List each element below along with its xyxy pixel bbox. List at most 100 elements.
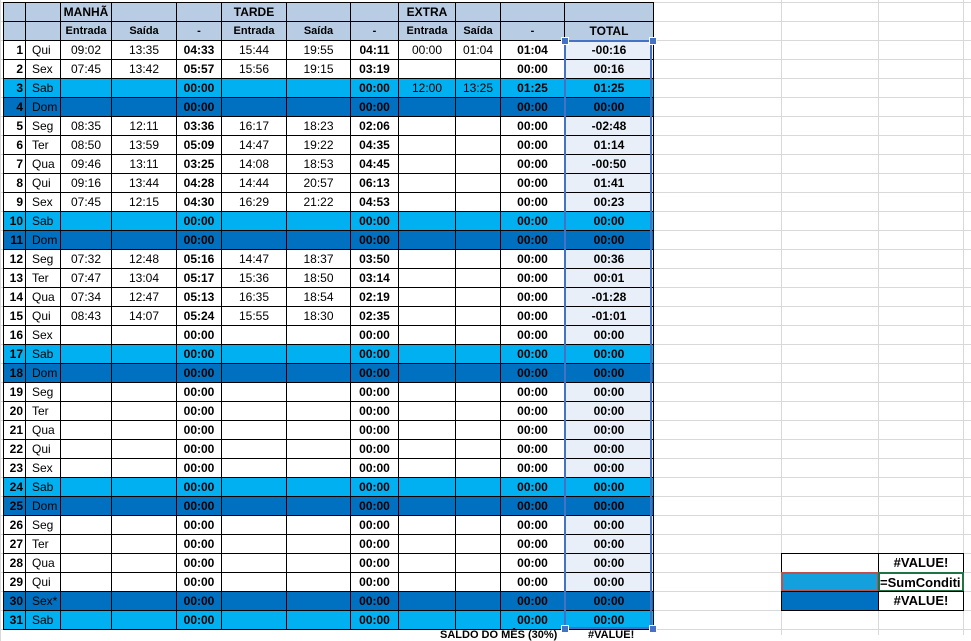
tarde-saida-cell[interactable] xyxy=(286,363,351,383)
tarde-header[interactable]: TARDE xyxy=(221,2,287,22)
tarde-entrada-cell[interactable]: 16:35 xyxy=(221,287,287,307)
extra-subtotal-cell[interactable]: 00:00 xyxy=(500,173,565,193)
manha-entrada-cell[interactable] xyxy=(60,534,112,554)
extra-entrada-cell[interactable] xyxy=(398,496,456,516)
extra-saida-cell[interactable] xyxy=(455,192,501,212)
extra-entrada-cell[interactable] xyxy=(398,249,456,269)
extra-subtotal-cell[interactable]: 00:00 xyxy=(500,420,565,440)
extra-saida-cell[interactable] xyxy=(455,534,501,554)
day-cell[interactable]: Qui xyxy=(25,40,61,60)
manha-saida-cell[interactable] xyxy=(111,458,177,478)
manha-saida-cell[interactable] xyxy=(111,382,177,402)
tarde-entrada-cell[interactable] xyxy=(221,572,287,592)
tarde-subtotal-cell[interactable]: 00:00 xyxy=(350,458,399,478)
tarde-entrada-cell[interactable] xyxy=(221,78,287,98)
day-cell[interactable]: Qui xyxy=(25,173,61,193)
tarde-entrada-cell[interactable] xyxy=(221,211,287,231)
tarde-subtotal-cell[interactable]: 00:00 xyxy=(350,572,399,592)
day-cell[interactable]: Ter xyxy=(25,401,61,421)
row-number-cell[interactable]: 18 xyxy=(3,363,26,383)
extra-saida-cell[interactable] xyxy=(455,382,501,402)
tarde-saida-cell[interactable]: 18:30 xyxy=(286,306,351,326)
extra-subtotal-cell[interactable]: 00:00 xyxy=(500,154,565,174)
tarde-subtotal-cell[interactable]: 06:13 xyxy=(350,173,399,193)
manha-subtotal-cell[interactable]: 00:00 xyxy=(176,515,222,535)
extra-subtotal-cell[interactable]: 00:00 xyxy=(500,287,565,307)
total-cell[interactable]: 00:00 xyxy=(564,439,654,459)
extra-saida-header[interactable]: Saída xyxy=(455,21,501,41)
total-cell[interactable]: 01:41 xyxy=(564,173,654,193)
tarde-subtotal-cell[interactable]: 00:00 xyxy=(350,515,399,535)
manha-entrada-cell[interactable] xyxy=(60,78,112,98)
extra-subtotal-cell[interactable]: 00:00 xyxy=(500,116,565,136)
manha-entrada-cell[interactable] xyxy=(60,420,112,440)
extra-subtotal-cell[interactable]: 00:00 xyxy=(500,458,565,478)
manha-entrada-cell[interactable] xyxy=(60,211,112,231)
manha-subtotal-cell[interactable]: 00:00 xyxy=(176,458,222,478)
manha-entrada-cell[interactable] xyxy=(60,325,112,345)
manha-saida-cell[interactable] xyxy=(111,496,177,516)
tarde-entrada-cell[interactable]: 16:17 xyxy=(221,116,287,136)
tarde-entrada-cell[interactable] xyxy=(221,534,287,554)
tarde-subtotal-cell[interactable]: 00:00 xyxy=(350,230,399,250)
tarde-saida-cell[interactable] xyxy=(286,458,351,478)
total-cell[interactable]: 01:14 xyxy=(564,135,654,155)
extra-subtotal-cell[interactable]: 00:00 xyxy=(500,192,565,212)
extra-entrada-header[interactable]: Entrada xyxy=(398,21,456,41)
tarde-entrada-cell[interactable]: 14:08 xyxy=(221,154,287,174)
total-cell[interactable]: 00:00 xyxy=(564,496,654,516)
row-number-cell[interactable]: 19 xyxy=(3,382,26,402)
manha-subtotal-cell[interactable]: 05:09 xyxy=(176,135,222,155)
cell[interactable] xyxy=(3,21,26,41)
extra-entrada-cell[interactable]: 00:00 xyxy=(398,40,456,60)
tarde-saida-cell[interactable] xyxy=(286,477,351,497)
total-cell[interactable]: 00:00 xyxy=(564,458,654,478)
tarde-subtotal-cell[interactable]: 00:00 xyxy=(350,496,399,516)
tarde-entrada-cell[interactable]: 15:56 xyxy=(221,59,287,79)
tarde-entrada-cell[interactable] xyxy=(221,363,287,383)
tarde-subtotal-cell[interactable]: 04:53 xyxy=(350,192,399,212)
total-cell[interactable]: 00:36 xyxy=(564,249,654,269)
tarde-entrada-cell[interactable] xyxy=(221,591,287,611)
tarde-entrada-cell[interactable]: 16:29 xyxy=(221,192,287,212)
extra-saida-cell[interactable] xyxy=(455,268,501,288)
day-cell[interactable]: Ter xyxy=(25,135,61,155)
extra-entrada-cell[interactable] xyxy=(398,382,456,402)
tarde-saida-cell[interactable] xyxy=(286,211,351,231)
extra-saida-cell[interactable] xyxy=(455,211,501,231)
side-cell[interactable] xyxy=(781,553,879,573)
extra-entrada-cell[interactable] xyxy=(398,325,456,345)
tarde-subtotal-cell[interactable]: 02:35 xyxy=(350,306,399,326)
cell[interactable] xyxy=(25,21,61,41)
selection-handle[interactable] xyxy=(649,625,657,633)
tarde-subtotal-cell[interactable]: 03:19 xyxy=(350,59,399,79)
extra-subtotal-cell[interactable]: 00:00 xyxy=(500,306,565,326)
extra-entrada-cell[interactable] xyxy=(398,401,456,421)
extra-entrada-cell[interactable] xyxy=(398,458,456,478)
manha-entrada-cell[interactable] xyxy=(60,553,112,573)
extra-entrada-cell[interactable] xyxy=(398,420,456,440)
cell[interactable] xyxy=(350,2,399,22)
total-cell[interactable]: 00:00 xyxy=(564,591,654,611)
cell[interactable] xyxy=(3,2,26,22)
side-value-1[interactable]: #VALUE! xyxy=(878,553,964,573)
manha-saida-cell[interactable] xyxy=(111,534,177,554)
manha-saida-cell[interactable]: 13:11 xyxy=(111,154,177,174)
tarde-saida-cell[interactable]: 18:53 xyxy=(286,154,351,174)
manha-entrada-cell[interactable] xyxy=(60,230,112,250)
tarde-subtotal-cell[interactable]: 04:35 xyxy=(350,135,399,155)
manha-saida-cell[interactable]: 13:04 xyxy=(111,268,177,288)
manha-saida-cell[interactable] xyxy=(111,572,177,592)
extra-subtotal-cell[interactable]: 00:00 xyxy=(500,553,565,573)
total-cell[interactable]: 00:00 xyxy=(564,325,654,345)
extra-saida-cell[interactable] xyxy=(455,553,501,573)
manha-entrada-cell[interactable]: 07:32 xyxy=(60,249,112,269)
extra-saida-cell[interactable]: 01:04 xyxy=(455,40,501,60)
manha-subtotal-cell[interactable]: 00:00 xyxy=(176,211,222,231)
tarde-saida-header[interactable]: Saída xyxy=(286,21,351,41)
extra-entrada-cell[interactable] xyxy=(398,268,456,288)
row-number-cell[interactable]: 13 xyxy=(3,268,26,288)
manha-subtotal-cell[interactable]: 03:36 xyxy=(176,116,222,136)
row-number-cell[interactable]: 6 xyxy=(3,135,26,155)
tarde-entrada-cell[interactable] xyxy=(221,420,287,440)
